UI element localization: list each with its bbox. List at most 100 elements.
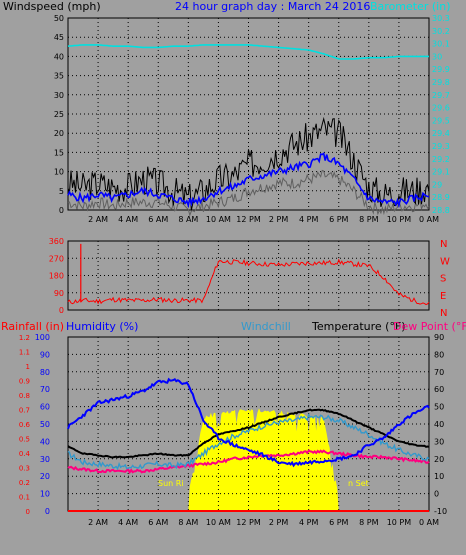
- barometer-y-tick-label: 29.7: [432, 91, 450, 100]
- wind-gust-line: [67, 116, 430, 211]
- barometer-y-tick-label: 30.1: [432, 40, 450, 49]
- x-tick-label: 10 AM: [206, 215, 231, 224]
- wind-panel: Windspeed (mph) 24 hour graph day : Marc…: [3, 0, 451, 224]
- x-tick-label: 2 AM: [88, 518, 108, 527]
- direction-series: [67, 243, 430, 306]
- direction-grid: [68, 241, 429, 310]
- temperature-y-tick-label: 40: [434, 420, 444, 429]
- rainfall-y-ticks: 0 0.1 0.2 0.3 0.4 0.5 0.6 0.7 0.8 0.9 1 1.1 1.2: [19, 334, 31, 516]
- barometer-y-tick-label: 29: [432, 180, 442, 189]
- rain-y-tick-label: 0.4: [19, 450, 31, 458]
- wind-x-ticks: 2 AM 4 AM 6 AM 8 AM 10 AM 12 PM 2 PM 4 PM 6 PM 8 …: [88, 215, 439, 224]
- x-tick-label: 8 AM: [178, 518, 198, 527]
- wind-avg-line: [67, 152, 430, 209]
- x-tick-label: 0 AM: [419, 518, 439, 527]
- rain-y-tick-label: 0.7: [19, 407, 30, 415]
- x-tick-label: 8 PM: [359, 215, 378, 224]
- barometer-y-ticks: 28.8 28.9 29 29.1 29.2 29.3 29.4 29.5 29.6 29.7 29…: [432, 14, 450, 215]
- temperature-y-tick-label: 50: [434, 403, 444, 412]
- x-tick-label: 4 AM: [118, 518, 138, 527]
- wind-y-ticks: 0 5 10 15 20 25 30 35 40 45 50: [54, 14, 64, 215]
- rain-y-tick-label: 0.3: [19, 465, 30, 473]
- rain-y-tick-label: 0.8: [19, 392, 30, 400]
- humidity-y-ticks: 0 10 20 30 40 50 60 70 80 90 100: [35, 333, 50, 516]
- rain-y-tick-label: 0.5: [19, 436, 30, 444]
- temperature-y-tick-label: 0: [434, 490, 439, 499]
- sunrise-label: Sun Ri: [158, 479, 184, 488]
- barometer-y-tick-label: 29.3: [432, 142, 450, 151]
- x-tick-label: 2 PM: [269, 215, 288, 224]
- x-tick-label: 10 AM: [206, 518, 231, 527]
- x-tick-label: 0 AM: [419, 215, 439, 224]
- barometer-y-tick-label: 29.4: [432, 129, 450, 138]
- wind-y-tick-label: 40: [54, 52, 64, 61]
- x-tick-label: 12 PM: [236, 518, 261, 527]
- humidity-label: Humidity (%): [66, 320, 138, 333]
- wind-y-tick-label: 50: [54, 14, 64, 23]
- temperature-y-tick-label: 70: [434, 368, 444, 377]
- x-tick-label: 4 AM: [118, 215, 138, 224]
- solar-area: [68, 408, 429, 511]
- barometer-y-tick-label: 29.1: [432, 168, 450, 177]
- direction-y-tick-label: 360: [49, 237, 64, 246]
- x-tick-label: 6 AM: [148, 518, 168, 527]
- x-tick-label: 10 PM: [387, 215, 412, 224]
- direction-line: [67, 258, 430, 306]
- dewpoint-line: [67, 449, 430, 475]
- barometer-y-tick-label: 29.5: [432, 116, 450, 125]
- sunset-label: n Set: [348, 479, 369, 488]
- wind-y-tick-label: 45: [54, 33, 64, 42]
- temperature-line: [67, 408, 430, 459]
- direction-y-tick-label: 180: [49, 272, 64, 281]
- rain-y-tick-label: 1: [26, 363, 30, 371]
- direction-y-ticks: 0 90 180 270 360: [49, 237, 64, 315]
- x-tick-label: 12 PM: [236, 215, 261, 224]
- rainfall-label: Rainfall (in): [1, 320, 64, 333]
- x-tick-label: 4 PM: [299, 518, 318, 527]
- rain-y-tick-label: 1.1: [19, 349, 30, 357]
- humidity-y-tick-label: 40: [40, 437, 50, 446]
- rain-y-tick-label: 1.2: [19, 334, 30, 342]
- dewpoint-label: Dew Point (°F): [393, 320, 466, 333]
- temperature-y-ticks: -10 0 10 20 30 40 50 60 70 80 90: [434, 333, 447, 516]
- direction-y-tick-label: 90: [54, 289, 64, 298]
- wind-min-line: [67, 169, 430, 217]
- humidity-y-tick-label: 30: [40, 455, 50, 464]
- wind-y-tick-label: 25: [54, 110, 64, 119]
- wind-y-tick-label: 35: [54, 72, 64, 81]
- compass-label: E: [440, 291, 446, 302]
- humidity-y-tick-label: 10: [40, 490, 50, 499]
- x-tick-label: 6 AM: [148, 215, 168, 224]
- wind-y-tick-label: 15: [54, 148, 64, 157]
- barometer-y-tick-label: 29.6: [432, 104, 450, 113]
- wind-y-tick-label: 20: [54, 129, 64, 138]
- rain-y-tick-label: 0.6: [19, 421, 31, 429]
- temperature-y-tick-label: 60: [434, 385, 444, 394]
- x-tick-label: 2 PM: [269, 518, 288, 527]
- temperature-y-tick-label: 90: [434, 333, 444, 342]
- x-tick-label: 2 AM: [88, 215, 108, 224]
- barometer-y-tick-label: 30: [432, 52, 442, 61]
- temperature-y-tick-label: 10: [434, 472, 444, 481]
- humidity-y-tick-label: 100: [35, 333, 50, 342]
- rain-y-tick-label: 0.1: [19, 494, 30, 502]
- solar-series: [68, 408, 429, 511]
- wind-left-label: Windspeed (mph): [3, 0, 101, 13]
- wind-y-tick-label: 5: [59, 187, 64, 196]
- x-tick-label: 6 PM: [329, 215, 348, 224]
- windchill-label: Windchill: [241, 320, 291, 333]
- barometer-y-tick-label: 30.3: [432, 14, 450, 23]
- temperature-grid: [68, 337, 429, 511]
- humidity-y-tick-label: 90: [40, 350, 50, 359]
- humidity-y-tick-label: 60: [40, 403, 50, 412]
- temperature-y-tick-label: -10: [434, 507, 447, 516]
- wind-y-tick-label: 10: [54, 168, 64, 177]
- x-tick-label: 6 PM: [329, 518, 348, 527]
- graph-title: 24 hour graph day : March 24 2016: [175, 0, 370, 13]
- direction-y-tick-label: 0: [59, 306, 64, 315]
- x-tick-label: 8 PM: [359, 518, 378, 527]
